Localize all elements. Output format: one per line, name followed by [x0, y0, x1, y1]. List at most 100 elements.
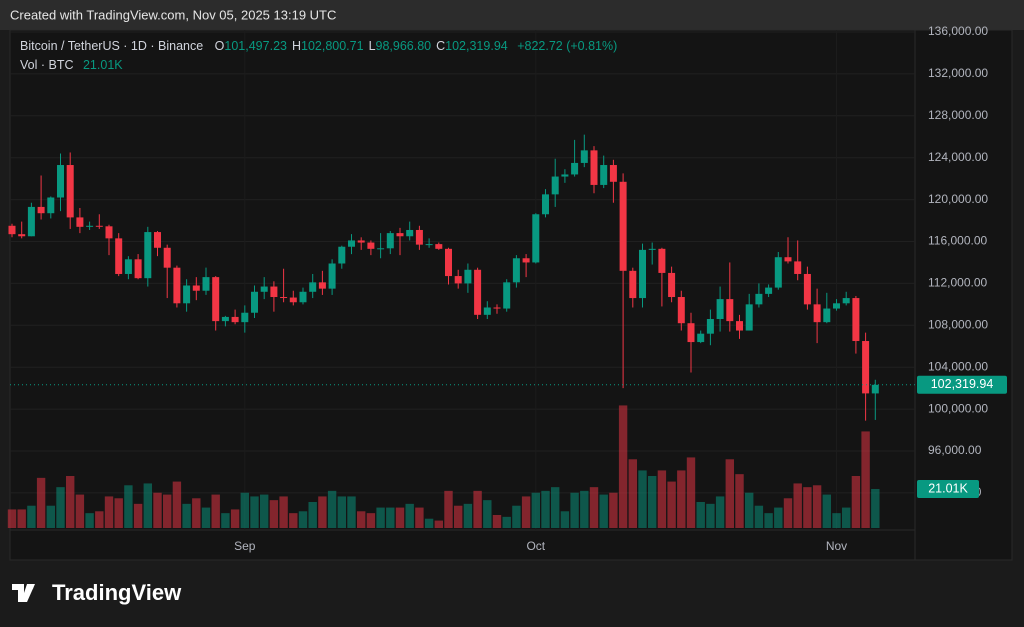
volume-bar: [599, 494, 608, 528]
candle-body: [571, 162, 579, 175]
candle-body: [318, 282, 326, 289]
volume-bar: [163, 494, 172, 528]
ohlc-value: 98,966.80: [376, 39, 432, 53]
volume-bar: [415, 507, 424, 528]
volume-bar: [454, 505, 463, 528]
volume-bar: [793, 483, 802, 528]
volume-bar: [812, 485, 822, 528]
candle-body: [289, 297, 297, 303]
candle-body: [542, 194, 549, 215]
volume-bar: [822, 494, 831, 528]
candle-body: [95, 225, 103, 227]
candle-body: [736, 321, 743, 331]
candle-body: [396, 233, 404, 237]
volume-bar: [735, 474, 744, 528]
volume-bar: [677, 470, 686, 528]
ohlc-key: C: [436, 39, 445, 53]
volume-bar: [347, 496, 356, 528]
ohlc-value: 102,800.71: [301, 39, 364, 53]
volume-bar: [871, 488, 880, 528]
candle-body: [823, 308, 831, 323]
candle-body: [425, 244, 433, 246]
volume-text: 21.01K: [83, 58, 123, 72]
candle-body: [629, 270, 637, 299]
volume-bar: [7, 509, 17, 528]
volume-bar: [667, 481, 676, 528]
volume-bar: [745, 492, 754, 528]
brand-text: TradingView: [52, 580, 182, 605]
candle-body: [309, 282, 317, 292]
candle-body: [18, 234, 26, 237]
candle-body: [270, 286, 278, 298]
candle-body: [755, 293, 763, 305]
candle-body: [445, 248, 452, 277]
volume-bar: [628, 459, 637, 528]
volume-bar: [182, 503, 191, 528]
candle-body: [803, 273, 811, 305]
volume-bar: [551, 487, 560, 528]
candle-body: [474, 269, 482, 315]
volume-bar: [318, 496, 327, 528]
candle-body: [687, 323, 695, 343]
volume-bar: [56, 487, 65, 528]
candle-body: [134, 259, 142, 279]
candle-body: [862, 341, 870, 394]
y-tick-label: 116,000.00: [928, 234, 987, 248]
candle-body: [522, 258, 530, 263]
candle-body: [163, 247, 171, 268]
candle-body: [251, 291, 258, 313]
candle-body: [406, 229, 414, 237]
candle-body: [512, 258, 520, 283]
volume-bar: [696, 502, 705, 528]
volume-bar: [803, 487, 812, 528]
candle-body: [377, 248, 385, 250]
candle-body: [86, 225, 94, 227]
volume-bar: [17, 509, 26, 528]
candle-body: [794, 261, 802, 274]
candle-body: [677, 297, 685, 324]
candle-body: [144, 232, 152, 279]
candle-body: [852, 298, 860, 342]
volume-bar: [75, 494, 85, 528]
candle-body: [706, 319, 714, 334]
volume-bar: [725, 459, 734, 528]
volume-bar: [211, 494, 220, 528]
volume-bar: [66, 476, 75, 528]
volume-bar: [842, 507, 851, 528]
volume-bar: [783, 498, 793, 528]
volume-bar: [521, 496, 531, 528]
volume-bar: [250, 496, 259, 528]
ohlc-value: 102,319.94: [445, 39, 508, 53]
volume-bar: [133, 503, 143, 528]
candle-body: [464, 269, 472, 284]
volume-bar: [201, 507, 211, 528]
volume-bar: [230, 509, 240, 528]
candle-body: [774, 257, 782, 288]
ohlc-value: 101,497.23: [224, 39, 287, 53]
candle-body: [483, 307, 491, 315]
candle-body: [415, 229, 423, 245]
candle-body: [212, 277, 220, 322]
candle-body: [454, 276, 462, 284]
candle-body: [871, 384, 879, 394]
candle-body: [105, 226, 113, 239]
y-tick-label: 128,000.00: [928, 108, 988, 122]
candle-body: [37, 206, 45, 214]
volume-bar: [657, 470, 667, 528]
candle-body: [231, 316, 239, 323]
candle-body: [57, 165, 64, 198]
volume-bar: [386, 507, 395, 528]
volume-bar: [541, 490, 550, 528]
volume-bar: [104, 496, 114, 528]
volume-label: 21.01K: [928, 481, 968, 495]
candle-body: [726, 299, 734, 322]
volume-legend: Vol · BTC 21.01K: [20, 58, 123, 72]
candle-body: [435, 244, 443, 249]
candle-body: [192, 285, 200, 291]
volume-bar: [192, 498, 201, 528]
volume-bar: [483, 500, 492, 528]
header-text: Created with TradingView.com, Nov 05, 20…: [10, 7, 336, 22]
volume-bar: [589, 487, 599, 528]
y-tick-label: 100,000.00: [928, 401, 988, 415]
